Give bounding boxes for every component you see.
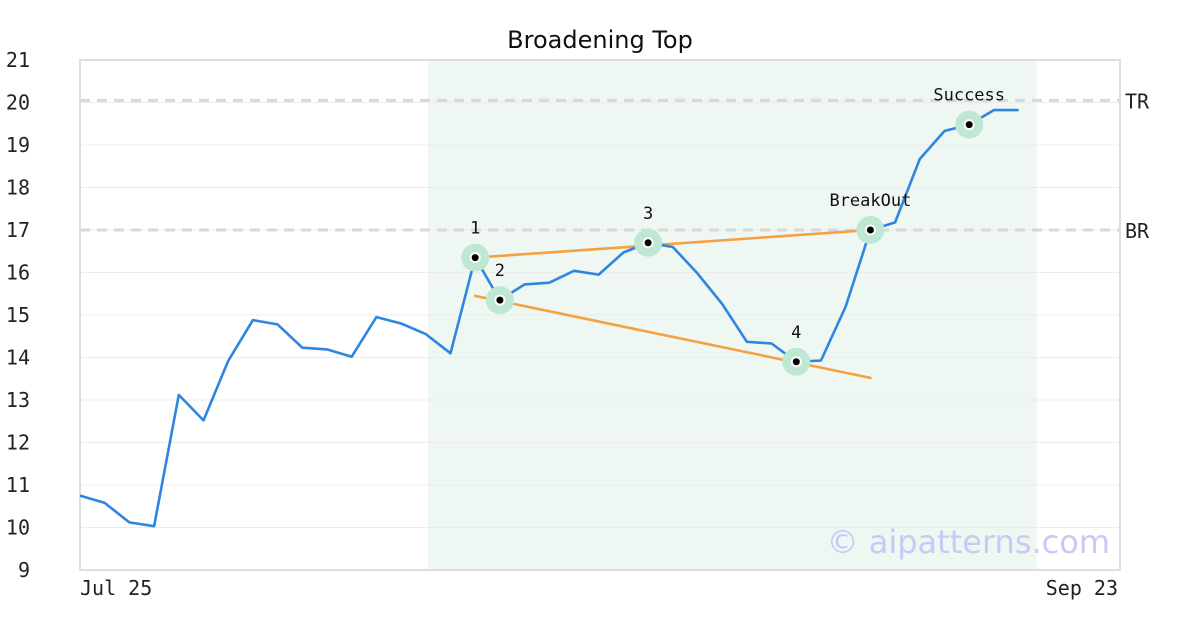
- y-tick-label: 20: [6, 91, 30, 115]
- y-tick-label: 19: [6, 133, 30, 157]
- pattern-point-label: 4: [791, 323, 801, 343]
- y-tick-label: 14: [6, 346, 30, 370]
- plot-frame: [79, 59, 1121, 571]
- x-axis-ticks: Jul 25 Sep 23: [80, 576, 1118, 600]
- y-tick-label: 13: [6, 388, 30, 412]
- pattern-point-label: 1: [470, 219, 480, 239]
- pattern-point-dot: [965, 121, 973, 129]
- pattern-point-dot: [496, 296, 504, 304]
- reference-line-layer: TR BR: [80, 89, 1150, 243]
- y-tick-label: 10: [6, 516, 30, 540]
- y-tick-label: 15: [6, 303, 30, 327]
- chart-title: Broadening Top: [507, 26, 693, 54]
- pattern-point-label: 2: [495, 261, 505, 281]
- y-tick-label: 12: [6, 431, 30, 455]
- x-tick-label: Jul 25: [80, 576, 152, 600]
- pattern-point-dot: [644, 239, 652, 247]
- y-tick-label: 16: [6, 261, 30, 285]
- y-tick-label: 11: [6, 473, 30, 497]
- pattern-point-dot: [792, 358, 800, 366]
- y-tick-label: 17: [6, 218, 30, 242]
- price-series-line: [79, 108, 1019, 528]
- y-axis-ticks: 9 10 11 12 13 14 15 16 17 18 19 20 21: [6, 48, 30, 582]
- y-tick-label: 9: [18, 558, 30, 582]
- x-tick-label: Sep 23: [1046, 576, 1118, 600]
- pattern-point-dot: [471, 254, 479, 262]
- pattern-point-label: Success: [933, 86, 1005, 106]
- pattern-point-dot: [866, 226, 874, 234]
- trend-line: [473, 228, 872, 259]
- annotation-markers: 1 2 3 4 BreakOut Success: [461, 86, 1005, 376]
- pattern-point-label: BreakOut: [829, 191, 911, 211]
- pattern-point-label: 3: [643, 204, 653, 224]
- y-tick-label: 21: [6, 48, 30, 72]
- y-tick-label: 18: [6, 176, 30, 200]
- reference-line-label: BR: [1125, 219, 1150, 243]
- reference-line-label: TR: [1125, 89, 1150, 113]
- watermark: © aipatterns.com: [827, 523, 1110, 561]
